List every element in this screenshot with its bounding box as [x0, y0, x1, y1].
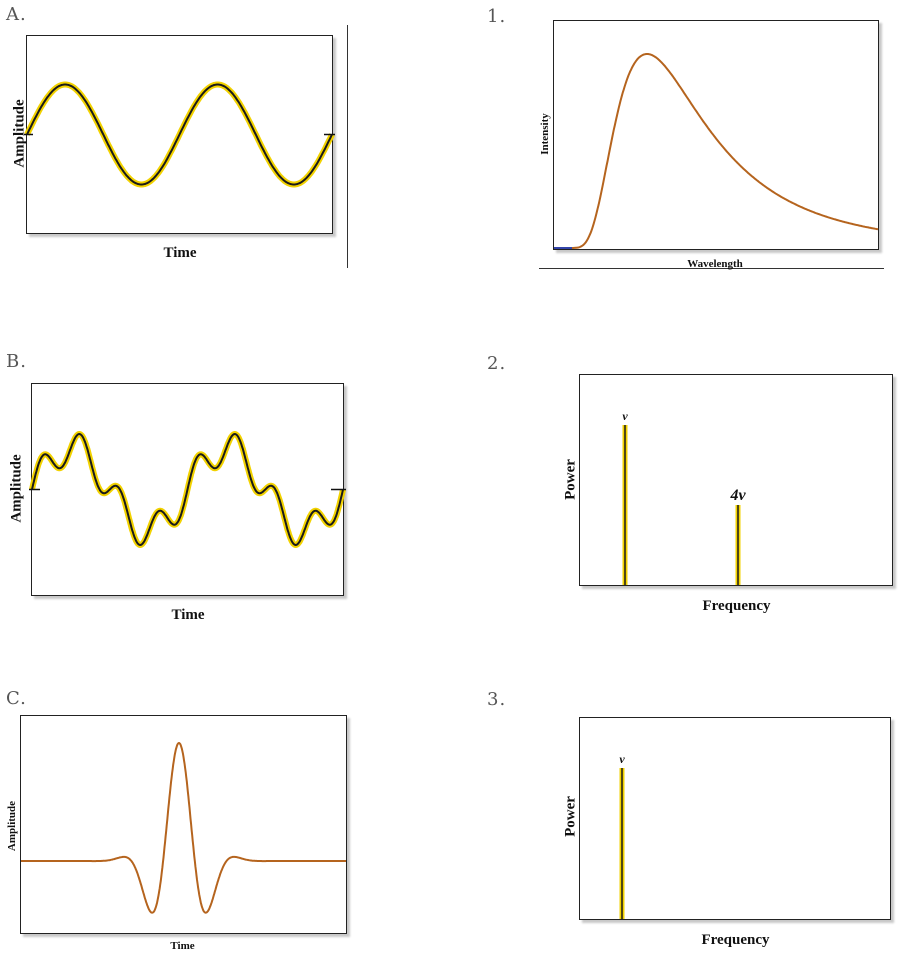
- chart-a-ylabel: Amplitude: [11, 99, 28, 168]
- chart-3-frame: ν: [579, 717, 891, 920]
- chart-c-xlabel: Time: [170, 940, 195, 952]
- chart-2-ylabel: Power: [562, 459, 579, 500]
- chart-b-plot: [29, 431, 346, 548]
- chart-b-frame: [29, 383, 346, 596]
- chart-2-spike-label-1: 4ν: [729, 487, 746, 504]
- chart-2-plot: ν 4ν: [622, 409, 746, 585]
- panel-label-c: C.: [6, 688, 27, 709]
- baseline-line: [539, 268, 884, 269]
- chart-c-series-line: [21, 741, 346, 914]
- chart-b-xlabel: Time: [171, 607, 205, 623]
- chart-a-frame: [24, 35, 335, 234]
- chart-b-series-line: [31, 433, 344, 546]
- chart-1-frame: [553, 20, 879, 250]
- chart-a-plot: [24, 81, 335, 188]
- chart-2-spike-label-0: ν: [622, 409, 628, 423]
- chart-1-xlabel: Wavelength: [687, 258, 743, 270]
- panel-label-3: 3.: [487, 689, 507, 710]
- panel-label-2: 2.: [487, 353, 507, 374]
- chart-3-plot: ν: [619, 752, 625, 919]
- chart-1-series-line: [554, 53, 879, 249]
- chart-1-plot: [554, 53, 879, 249]
- chart-c-frame: [20, 715, 347, 934]
- chart-a-xlabel: Time: [163, 245, 197, 261]
- panel-label-a: A.: [6, 4, 27, 25]
- chart-2-frame: ν 4ν: [579, 374, 893, 586]
- chart-c-ylabel: Amplitude: [6, 800, 18, 852]
- panel-label-1: 1.: [487, 6, 507, 27]
- chart-b-ylabel: Amplitude: [8, 454, 25, 523]
- chart-a-series-line: [26, 83, 333, 186]
- chart-3-spike-label-0: ν: [619, 752, 625, 766]
- panel-label-b: B.: [6, 351, 27, 372]
- divider-line: [347, 25, 348, 268]
- chart-c-plot: [21, 741, 346, 914]
- chart-1-ylabel: Intensity: [539, 113, 551, 155]
- chart-2-xlabel: Frequency: [702, 598, 771, 614]
- chart-3-ylabel: Power: [562, 796, 579, 837]
- chart-3-xlabel: Frequency: [701, 932, 770, 948]
